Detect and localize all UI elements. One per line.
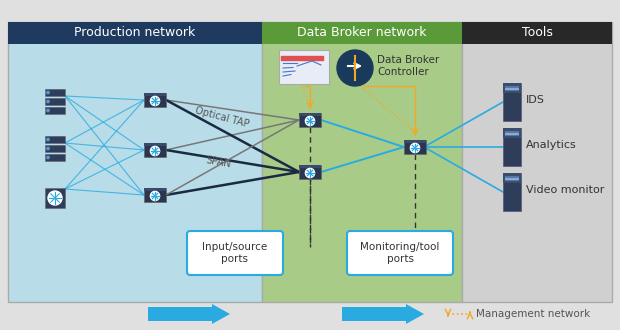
Text: Tools: Tools: [521, 26, 552, 40]
Bar: [144, 188, 166, 191]
Bar: [505, 131, 519, 136]
Circle shape: [151, 191, 159, 201]
Bar: [45, 136, 65, 143]
Circle shape: [337, 50, 373, 86]
Circle shape: [151, 147, 159, 156]
Circle shape: [46, 109, 49, 112]
Text: Data Broker
Controller: Data Broker Controller: [377, 55, 439, 77]
Bar: [505, 133, 519, 135]
Text: Production network: Production network: [74, 26, 196, 40]
Bar: [262, 22, 462, 302]
Bar: [279, 50, 329, 84]
Bar: [45, 89, 65, 96]
Text: SPAN: SPAN: [205, 155, 231, 169]
Circle shape: [306, 116, 314, 126]
Text: Input/source
ports: Input/source ports: [202, 242, 268, 264]
Text: Monitoring/tool
ports: Monitoring/tool ports: [360, 242, 440, 264]
Text: Data Broker network: Data Broker network: [297, 26, 427, 40]
Bar: [503, 128, 521, 166]
FancyBboxPatch shape: [347, 231, 453, 275]
Circle shape: [46, 91, 49, 94]
Bar: [299, 165, 321, 179]
Bar: [299, 114, 321, 116]
Circle shape: [48, 191, 62, 205]
Bar: [505, 176, 519, 181]
Text: Analytics: Analytics: [526, 140, 577, 150]
Bar: [148, 307, 212, 321]
Bar: [45, 188, 65, 208]
Bar: [299, 114, 321, 127]
Bar: [8, 22, 262, 302]
Bar: [299, 165, 321, 168]
Text: Management network: Management network: [476, 309, 590, 319]
Bar: [505, 178, 519, 180]
Circle shape: [306, 168, 314, 178]
Text: Video monitor: Video monitor: [526, 185, 604, 195]
Bar: [505, 86, 519, 91]
Bar: [144, 144, 166, 157]
Polygon shape: [406, 304, 424, 324]
Bar: [144, 188, 166, 202]
Bar: [505, 88, 519, 90]
Bar: [45, 107, 65, 114]
Circle shape: [46, 156, 49, 159]
Bar: [144, 144, 166, 147]
Text: Optical TAP: Optical TAP: [194, 105, 250, 129]
Circle shape: [46, 100, 49, 103]
Circle shape: [46, 147, 49, 150]
Bar: [462, 22, 612, 302]
Bar: [8, 22, 262, 44]
Bar: [503, 128, 521, 138]
Bar: [503, 173, 521, 183]
Bar: [503, 83, 521, 93]
FancyBboxPatch shape: [187, 231, 283, 275]
Bar: [144, 93, 166, 107]
Bar: [262, 22, 462, 44]
Bar: [462, 22, 612, 44]
Circle shape: [46, 138, 49, 141]
Circle shape: [151, 96, 159, 106]
Bar: [45, 145, 65, 152]
Bar: [404, 140, 426, 153]
Circle shape: [410, 143, 420, 152]
Bar: [144, 93, 166, 96]
Bar: [45, 98, 65, 105]
Bar: [404, 140, 426, 144]
Bar: [503, 173, 521, 211]
Polygon shape: [212, 304, 230, 324]
Bar: [342, 307, 406, 321]
Bar: [45, 154, 65, 161]
Text: IDS: IDS: [526, 95, 545, 105]
Bar: [503, 83, 521, 121]
